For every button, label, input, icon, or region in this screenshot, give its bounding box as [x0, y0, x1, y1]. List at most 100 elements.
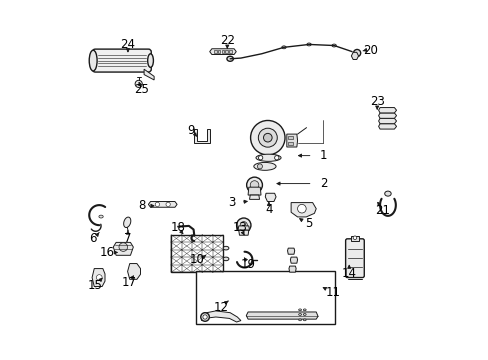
Text: 14: 14 [341, 267, 356, 280]
Circle shape [297, 204, 305, 213]
Text: 10: 10 [189, 253, 204, 266]
Ellipse shape [89, 50, 97, 71]
Polygon shape [290, 257, 297, 263]
Ellipse shape [226, 56, 233, 61]
Text: 9: 9 [187, 124, 195, 137]
Bar [221, 50, 224, 53]
Bar [217, 50, 220, 53]
Circle shape [155, 202, 159, 207]
Ellipse shape [298, 319, 301, 321]
Circle shape [165, 202, 170, 207]
Bar [171, 235, 223, 273]
Text: 8: 8 [138, 199, 145, 212]
Polygon shape [238, 230, 248, 235]
Ellipse shape [147, 54, 153, 67]
Circle shape [250, 121, 285, 155]
Polygon shape [265, 193, 276, 202]
Ellipse shape [303, 314, 305, 315]
FancyBboxPatch shape [345, 239, 364, 278]
Text: 19: 19 [240, 258, 255, 271]
Circle shape [96, 275, 102, 280]
Circle shape [250, 181, 258, 189]
Bar [351, 235, 358, 240]
Text: 6: 6 [89, 231, 96, 244]
FancyBboxPatch shape [92, 49, 151, 72]
Text: 25: 25 [134, 83, 149, 96]
Polygon shape [92, 269, 105, 287]
Ellipse shape [99, 215, 103, 218]
Text: 11: 11 [325, 287, 340, 300]
Polygon shape [201, 311, 241, 322]
Polygon shape [148, 202, 177, 207]
Text: 24: 24 [120, 38, 135, 51]
Bar [196, 271, 335, 324]
Text: 23: 23 [369, 95, 384, 108]
Polygon shape [287, 248, 294, 254]
Polygon shape [127, 264, 140, 279]
Circle shape [263, 134, 271, 142]
Text: 22: 22 [219, 34, 234, 48]
Polygon shape [144, 69, 154, 80]
Polygon shape [286, 134, 297, 147]
Bar [214, 50, 216, 53]
Polygon shape [238, 226, 249, 230]
Circle shape [353, 49, 360, 57]
Polygon shape [209, 49, 236, 54]
Ellipse shape [384, 191, 390, 196]
Polygon shape [378, 113, 396, 118]
Text: 12: 12 [213, 301, 228, 314]
Ellipse shape [306, 43, 310, 46]
Bar [287, 141, 292, 145]
Ellipse shape [255, 154, 281, 161]
Ellipse shape [253, 162, 276, 170]
Polygon shape [378, 108, 396, 113]
Text: 20: 20 [363, 44, 377, 57]
Polygon shape [288, 266, 296, 272]
Text: 21: 21 [374, 204, 389, 217]
Circle shape [135, 80, 142, 87]
Bar [228, 50, 231, 53]
Text: 13: 13 [232, 221, 247, 234]
Text: 2: 2 [319, 177, 326, 190]
Circle shape [240, 222, 247, 229]
Text: 4: 4 [264, 203, 272, 216]
Circle shape [203, 315, 207, 319]
Polygon shape [378, 124, 396, 129]
Text: 1: 1 [319, 149, 326, 162]
Text: 3: 3 [228, 196, 235, 209]
Polygon shape [113, 242, 133, 255]
Ellipse shape [223, 246, 228, 250]
Ellipse shape [303, 309, 305, 311]
Circle shape [274, 156, 278, 160]
Polygon shape [290, 203, 316, 217]
Ellipse shape [298, 314, 301, 315]
Circle shape [258, 128, 277, 147]
Polygon shape [194, 129, 210, 143]
Ellipse shape [298, 309, 301, 311]
Polygon shape [351, 52, 358, 59]
Circle shape [201, 313, 209, 321]
Text: 7: 7 [124, 231, 131, 244]
Text: 16: 16 [100, 246, 115, 259]
Circle shape [236, 218, 250, 232]
Polygon shape [246, 312, 317, 319]
Text: 15: 15 [87, 279, 102, 292]
Polygon shape [123, 217, 131, 228]
Ellipse shape [223, 257, 228, 261]
Ellipse shape [331, 44, 336, 47]
Bar [225, 50, 227, 53]
Polygon shape [247, 187, 261, 195]
Text: 5: 5 [305, 217, 312, 230]
Circle shape [119, 243, 127, 251]
Ellipse shape [303, 319, 305, 321]
Text: 17: 17 [122, 276, 136, 289]
Circle shape [258, 156, 262, 160]
Polygon shape [378, 118, 396, 124]
Polygon shape [249, 195, 259, 199]
Text: 18: 18 [170, 221, 185, 234]
Ellipse shape [281, 46, 285, 49]
Circle shape [246, 177, 262, 193]
Circle shape [257, 164, 262, 169]
Bar [287, 136, 292, 139]
Circle shape [352, 236, 356, 239]
